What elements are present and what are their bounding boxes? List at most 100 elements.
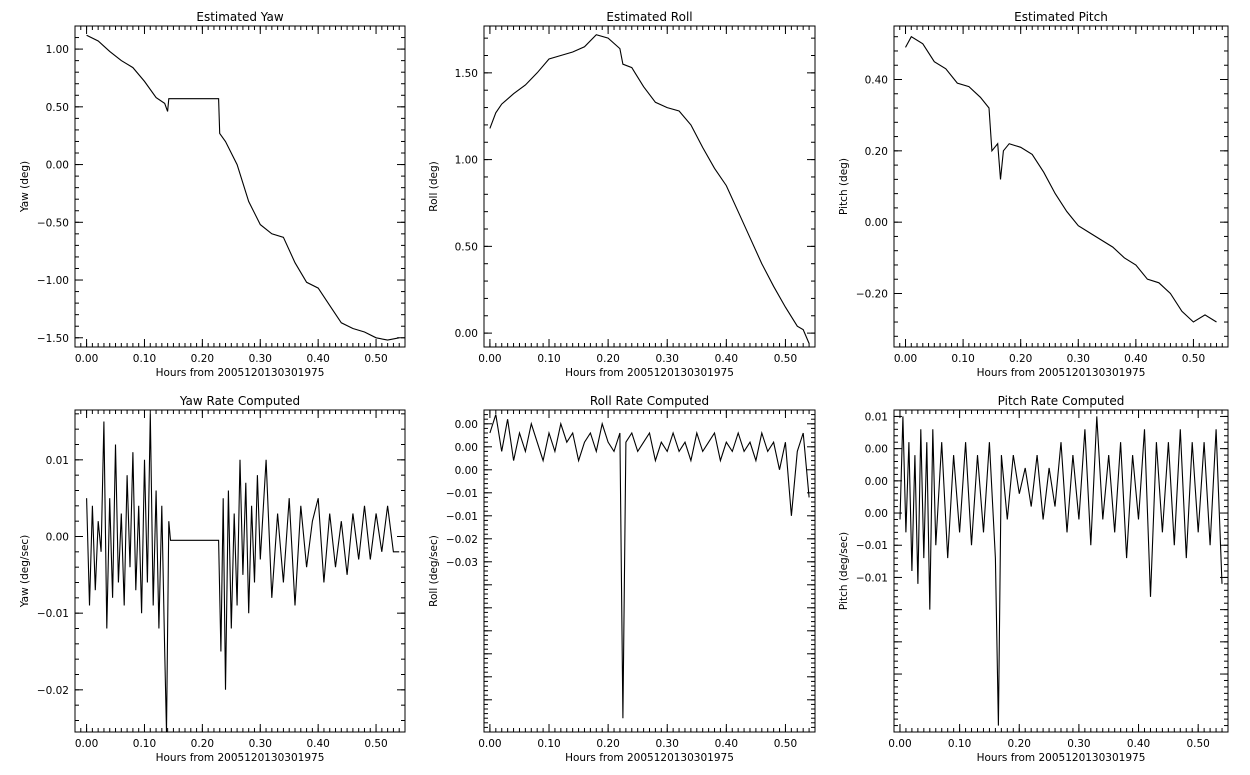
- y-tick-label: 0.00: [865, 217, 888, 229]
- y-axis-label: Roll (deg): [428, 161, 440, 211]
- y-tick-label: −0.01: [856, 540, 888, 552]
- series-line-0: [489, 414, 810, 719]
- y-axis-label: Roll (deg/sec): [428, 535, 440, 607]
- x-axis-label: Hours from 2005120130301975: [565, 367, 734, 379]
- chart-title: Estimated Yaw: [196, 10, 283, 24]
- y-tick-label: −0.50: [37, 217, 69, 229]
- chart-panel-0: Estimated Yaw Hours from 2005120130301975…: [19, 10, 406, 379]
- x-tick-label: 0.40: [715, 353, 738, 365]
- x-tick-label: 0.30: [249, 353, 272, 365]
- y-tick-label: 0.40: [865, 75, 888, 87]
- y-tick-label: −0.20: [856, 289, 888, 301]
- series-line-0: [86, 413, 400, 733]
- chart-panel-5: Pitch Rate Computed Hours from 2005120130…: [838, 394, 1229, 764]
- y-tick-label: 0.00: [455, 328, 478, 340]
- y-tick-label: −0.02: [37, 685, 69, 697]
- x-tick-label: 0.50: [774, 353, 797, 365]
- x-tick-label: 0.10: [133, 738, 156, 750]
- chart-title: Estimated Roll: [606, 10, 692, 24]
- x-tick-label: 0.20: [191, 738, 214, 750]
- chart-title: Roll Rate Computed: [590, 394, 709, 408]
- y-tick-label: −1.00: [37, 275, 69, 287]
- series-line-0: [899, 416, 1223, 726]
- y-tick-label: 0.00: [865, 444, 888, 456]
- y-tick-label: −0.01: [37, 608, 69, 620]
- y-tick-label: 0.01: [46, 455, 69, 467]
- chart-title: Yaw Rate Computed: [179, 394, 300, 408]
- y-tick-label: −0.03: [446, 557, 478, 569]
- y-tick-label: 0.00: [865, 508, 888, 520]
- x-tick-label: 0.30: [1067, 738, 1090, 750]
- y-axis-label: Yaw (deg/sec): [19, 535, 31, 609]
- x-tick-label: 0.40: [306, 353, 329, 365]
- y-tick-label: −0.01: [856, 572, 888, 584]
- x-tick-label: 0.00: [75, 353, 98, 365]
- y-tick-label: −0.01: [446, 488, 478, 500]
- y-tick-label: 0.00: [455, 419, 478, 431]
- x-tick-label: 0.40: [715, 738, 738, 750]
- x-tick-label: 0.50: [364, 353, 387, 365]
- x-tick-label: 0.20: [596, 353, 619, 365]
- chart-panel-4: Roll Rate Computed Hours from 20051201303…: [428, 394, 816, 764]
- x-tick-label: 0.20: [1008, 738, 1031, 750]
- x-tick-label: 0.30: [656, 738, 679, 750]
- x-tick-label: 0.10: [951, 353, 974, 365]
- plot-frame: [74, 25, 406, 348]
- y-tick-label: 0.50: [455, 241, 478, 253]
- x-tick-label: 0.50: [1182, 353, 1205, 365]
- series-line-0: [489, 34, 810, 344]
- x-tick-label: 0.10: [537, 738, 560, 750]
- x-tick-label: 0.30: [1067, 353, 1090, 365]
- x-tick-label: 0.50: [774, 738, 797, 750]
- x-axis-label: Hours from 2005120130301975: [977, 752, 1146, 764]
- y-tick-label: 0.00: [46, 160, 69, 172]
- y-tick-label: 1.00: [46, 44, 69, 56]
- x-tick-label: 0.50: [364, 738, 387, 750]
- y-tick-label: 1.50: [455, 68, 478, 80]
- series-line-0: [86, 34, 400, 341]
- y-tick-label: 0.00: [455, 465, 478, 477]
- x-tick-label: 0.40: [1124, 353, 1147, 365]
- plot-frame: [893, 409, 1229, 733]
- x-tick-label: 0.00: [478, 353, 501, 365]
- x-tick-label: 0.00: [478, 738, 501, 750]
- x-tick-label: 0.10: [948, 738, 971, 750]
- x-axis-label: Hours from 2005120130301975: [156, 367, 325, 379]
- x-tick-label: 0.10: [133, 353, 156, 365]
- x-tick-label: 0.00: [888, 738, 911, 750]
- x-tick-label: 0.10: [537, 353, 560, 365]
- x-tick-label: 0.40: [306, 738, 329, 750]
- y-axis-label: Pitch (deg): [838, 158, 850, 215]
- chart-title: Pitch Rate Computed: [998, 394, 1125, 408]
- y-tick-label: 1.00: [455, 155, 478, 167]
- x-tick-label: 0.00: [894, 353, 917, 365]
- y-tick-label: −0.02: [446, 534, 478, 546]
- plot-frame: [74, 409, 406, 733]
- y-tick-label: 0.20: [865, 146, 888, 158]
- x-tick-label: 0.00: [75, 738, 98, 750]
- y-tick-label: −1.50: [37, 333, 69, 345]
- chart-panel-3: Yaw Rate Computed Hours from 200512013030…: [19, 394, 406, 764]
- series-line-0: [905, 35, 1217, 323]
- x-tick-label: 0.20: [596, 738, 619, 750]
- y-tick-label: 0.50: [46, 102, 69, 114]
- y-tick-label: −0.01: [446, 511, 478, 523]
- plot-frame: [893, 25, 1229, 348]
- y-axis-label: Yaw (deg): [19, 161, 31, 213]
- chart-panel-2: Estimated Pitch Hours from 20051201303019…: [838, 10, 1229, 379]
- plot-frame: [483, 409, 816, 733]
- y-tick-label: 0.00: [46, 532, 69, 544]
- x-tick-label: 0.40: [1127, 738, 1150, 750]
- x-tick-label: 0.20: [191, 353, 214, 365]
- x-tick-label: 0.20: [1009, 353, 1032, 365]
- x-tick-label: 0.30: [249, 738, 272, 750]
- x-axis-label: Hours from 2005120130301975: [565, 752, 734, 764]
- plot-frame: [483, 25, 816, 348]
- x-axis-label: Hours from 2005120130301975: [156, 752, 325, 764]
- y-axis-label: Pitch (deg/sec): [838, 532, 850, 610]
- chart-panel-1: Estimated Roll Hours from 200512013030197…: [428, 10, 816, 379]
- y-tick-label: 0.01: [865, 411, 888, 423]
- x-tick-label: 0.30: [656, 353, 679, 365]
- y-tick-label: 0.00: [865, 476, 888, 488]
